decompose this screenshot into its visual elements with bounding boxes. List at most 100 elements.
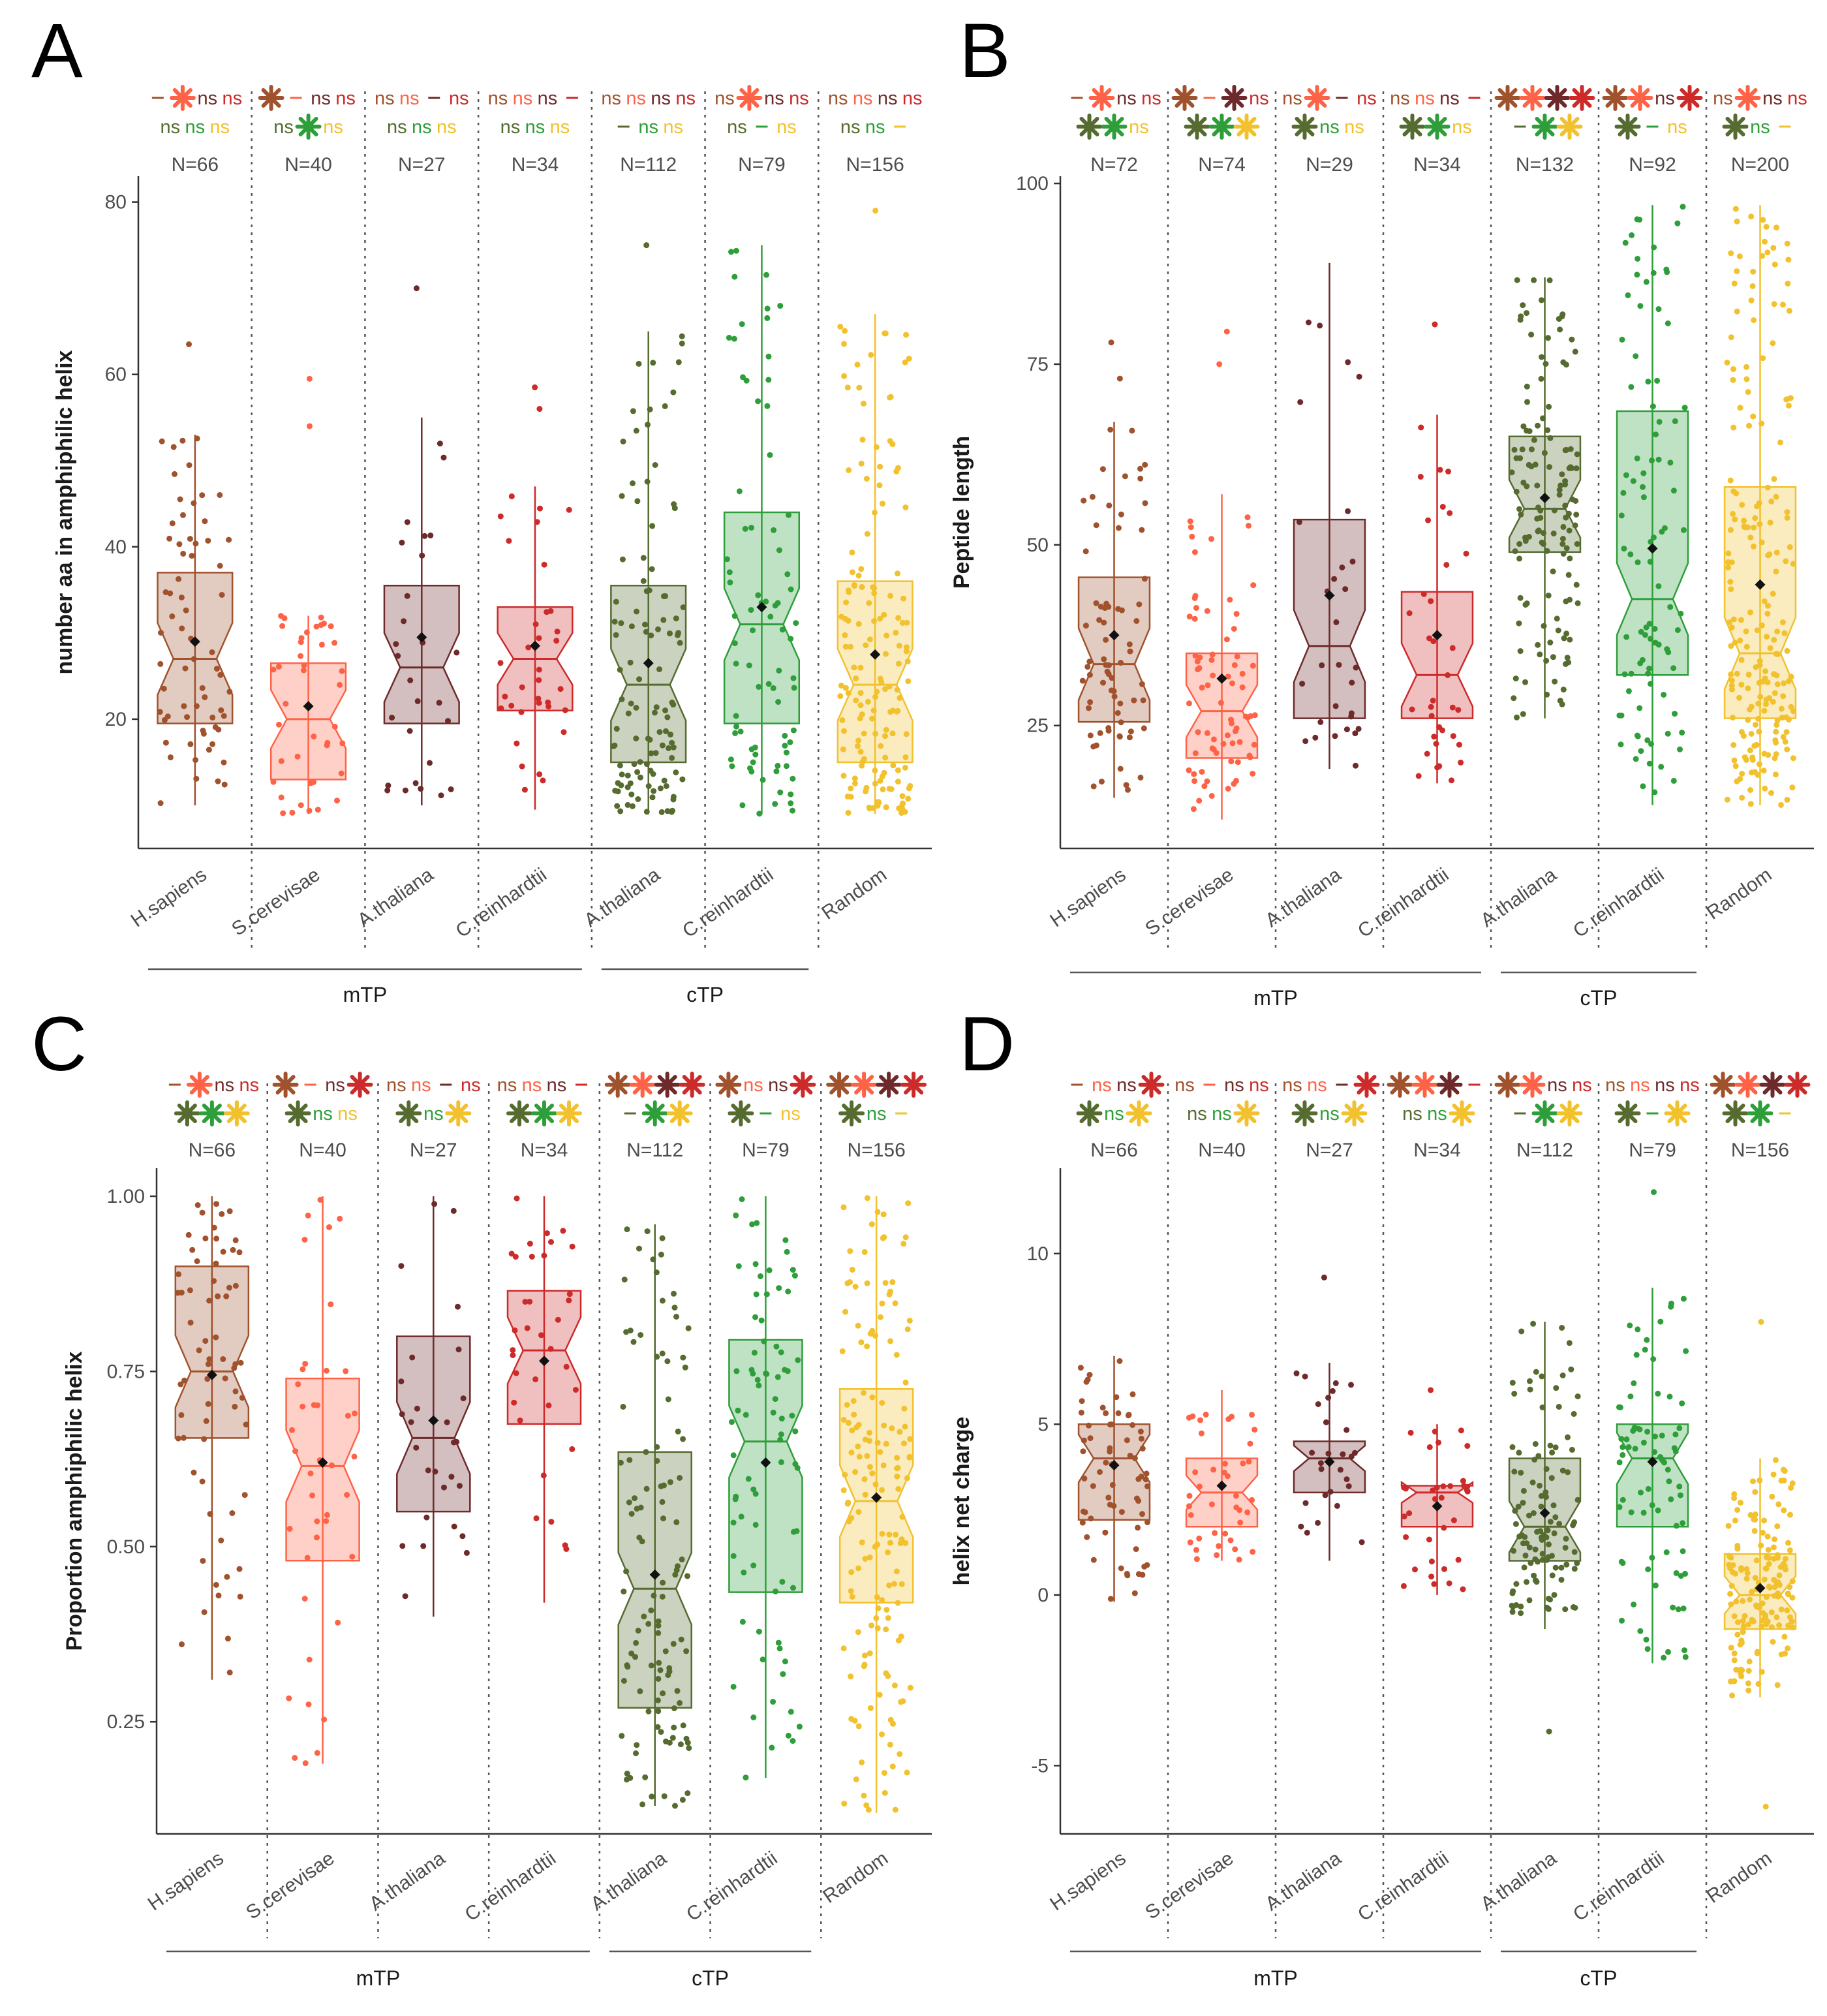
significance-star xyxy=(1519,85,1546,111)
data-point xyxy=(1730,424,1737,431)
data-point xyxy=(651,1592,657,1599)
data-point xyxy=(1518,1470,1524,1476)
data-point xyxy=(201,1436,207,1442)
significance-star xyxy=(1494,85,1521,111)
data-point xyxy=(1520,1500,1526,1506)
data-point xyxy=(632,1654,638,1660)
data-point xyxy=(1131,1455,1138,1461)
data-point xyxy=(1730,715,1736,721)
data-point xyxy=(1623,472,1629,478)
data-point xyxy=(1670,665,1677,672)
data-point xyxy=(508,493,515,499)
data-point xyxy=(1558,482,1564,489)
data-point xyxy=(540,777,546,784)
data-point xyxy=(617,762,623,769)
data-point xyxy=(856,1453,863,1460)
data-points xyxy=(270,613,346,816)
data-point xyxy=(1739,794,1745,801)
data-point xyxy=(1516,620,1522,627)
data-point xyxy=(1778,706,1785,712)
data-point xyxy=(656,729,663,736)
data-point xyxy=(789,1412,795,1419)
data-point xyxy=(1758,539,1765,546)
significance-star xyxy=(1531,1100,1558,1126)
data-point xyxy=(1135,1571,1142,1577)
data-point xyxy=(635,796,641,802)
data-point xyxy=(1210,672,1216,679)
data-point xyxy=(626,1499,632,1506)
data-point xyxy=(1618,512,1625,519)
mean-marker xyxy=(1539,1508,1550,1519)
data-point xyxy=(1543,1466,1550,1472)
data-point xyxy=(1528,446,1535,453)
data-point xyxy=(852,775,858,782)
data-point xyxy=(218,707,224,713)
data-point xyxy=(1343,1427,1350,1433)
data-point xyxy=(1756,728,1762,735)
significance-ns: ns xyxy=(865,117,885,138)
data-point xyxy=(206,747,212,753)
data-point xyxy=(1533,1579,1540,1585)
data-point xyxy=(1728,625,1735,631)
data-point xyxy=(859,762,865,769)
data-point xyxy=(548,1239,554,1245)
outlier-point xyxy=(1321,1274,1327,1280)
data-point xyxy=(512,1254,519,1260)
data-point xyxy=(677,1699,683,1706)
data-point xyxy=(1079,1398,1085,1404)
significance-ns: ns xyxy=(449,88,469,109)
data-point xyxy=(1460,1586,1466,1592)
data-point xyxy=(1208,1501,1215,1508)
data-point xyxy=(226,1208,233,1215)
data-point xyxy=(1317,1460,1324,1466)
significance-ns: ns xyxy=(1572,1075,1592,1096)
data-point xyxy=(1784,396,1790,403)
data-point xyxy=(1555,627,1561,634)
data-point xyxy=(842,632,848,638)
data-point xyxy=(872,768,878,774)
data-point xyxy=(402,787,408,794)
significance-star xyxy=(1627,85,1653,111)
data-point xyxy=(1107,1596,1114,1602)
data-point xyxy=(1749,754,1756,761)
data-point xyxy=(1750,1478,1756,1485)
data-point xyxy=(1619,1617,1625,1624)
data-point xyxy=(1787,1547,1793,1553)
data-point xyxy=(1509,1444,1516,1450)
data-point xyxy=(1760,355,1766,362)
data-point xyxy=(632,1495,637,1502)
data-point xyxy=(775,699,782,705)
data-point xyxy=(1530,1320,1537,1327)
data-point xyxy=(905,1200,912,1207)
data-point xyxy=(883,1440,889,1447)
significance-star xyxy=(1424,114,1451,140)
n-label: N=66 xyxy=(172,154,219,176)
data-point xyxy=(1728,1583,1735,1589)
data-point xyxy=(1227,1537,1234,1543)
data-point xyxy=(1778,1606,1785,1613)
significance-ns: ns xyxy=(776,117,797,138)
data-point xyxy=(784,1248,790,1255)
data-point xyxy=(686,1745,692,1751)
data-point xyxy=(1097,730,1103,736)
data-point xyxy=(1747,787,1753,793)
data-point xyxy=(301,662,307,668)
mean-marker xyxy=(530,640,540,651)
data-point xyxy=(1239,670,1246,677)
data-point xyxy=(1325,1450,1332,1457)
data-point xyxy=(845,809,852,816)
data-point xyxy=(1776,1572,1783,1579)
data-point xyxy=(887,1741,893,1748)
data-point xyxy=(770,1409,776,1416)
data-point xyxy=(1196,798,1203,804)
data-point xyxy=(1630,1427,1636,1434)
data-point xyxy=(193,775,200,782)
data-point xyxy=(682,1364,688,1371)
data-point xyxy=(309,1492,315,1498)
significance-ns: ns xyxy=(1547,1075,1567,1096)
data-point xyxy=(1727,527,1734,533)
data-point xyxy=(655,1618,662,1624)
data-point xyxy=(665,1672,671,1679)
